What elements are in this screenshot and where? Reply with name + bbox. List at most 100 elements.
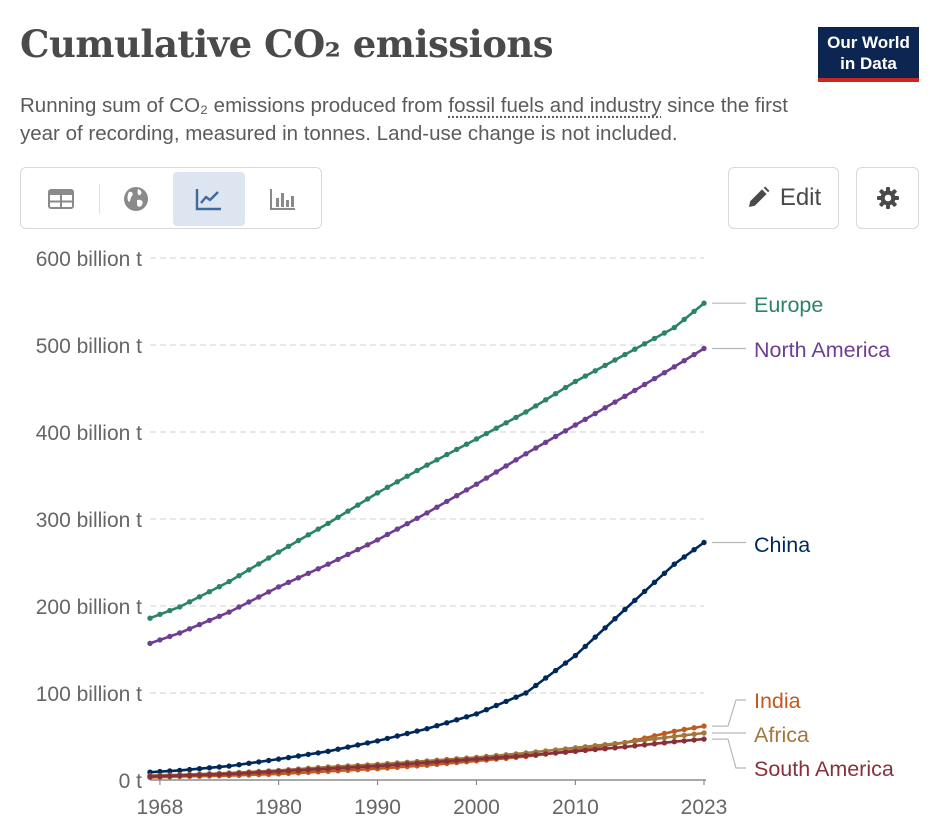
data-point [681,738,687,744]
data-point [355,502,361,508]
data-point [266,589,272,595]
data-point [315,766,321,772]
y-tick-label: 100 billion t [36,683,142,706]
data-point [572,748,579,754]
data-point [394,526,400,532]
data-point [404,761,410,767]
data-point [622,606,628,613]
series-label[interactable]: Africa [754,723,809,747]
data-point [177,630,183,636]
data-point [701,345,707,352]
data-point [533,682,539,689]
data-point [147,615,153,621]
data-point [661,570,668,576]
data-point [572,378,579,385]
tab-bar[interactable] [247,172,319,226]
tab-table[interactable] [25,172,97,226]
data-point [493,755,499,761]
logo-line-2: in Data [840,54,897,73]
edit-button[interactable]: Edit [728,167,839,229]
data-point [463,441,470,447]
data-point [167,607,173,614]
data-point [552,433,559,440]
data-point [335,765,341,771]
data-point [325,766,331,772]
data-point [493,469,499,475]
data-point [355,764,361,770]
series-china[interactable] [147,539,707,775]
data-point [661,735,668,741]
data-point [345,744,351,750]
data-point [335,514,341,520]
data-point [404,473,410,479]
owid-logo[interactable]: Our World in Data [818,27,919,82]
data-point [671,364,677,370]
series-europe[interactable] [147,300,707,621]
data-point [701,300,707,306]
data-point [483,707,490,713]
data-point [374,537,381,543]
fossil-fuels-link[interactable]: fossil fuels and industry [448,94,662,117]
data-point [206,589,213,595]
series-label[interactable]: China [754,533,810,557]
line-chart-icon [195,189,221,211]
data-point [414,728,420,734]
data-point [513,457,519,463]
series-label[interactable]: India [754,689,801,713]
bar-chart-icon [270,189,295,210]
data-point [602,746,608,752]
series-label[interactable]: North America [754,338,890,362]
data-point [513,414,519,421]
data-point [335,746,341,752]
series-label[interactable]: Europe [754,293,823,317]
data-point [454,757,460,764]
data-point [622,739,628,746]
settings-button[interactable] [856,167,919,229]
data-point [305,570,311,576]
data-point [543,675,549,681]
data-point [454,446,460,453]
data-point [434,759,440,765]
data-point [404,730,410,737]
data-point [681,358,687,364]
data-point [256,561,262,567]
series-line [149,302,705,620]
data-point [671,561,677,567]
data-point [691,725,697,731]
data-point [315,526,321,532]
data-point [295,753,302,759]
data-point [661,730,668,737]
x-tick-label: 2010 [552,796,599,819]
data-point [424,726,430,732]
data-point [661,330,668,336]
series-north-america[interactable] [147,345,707,647]
data-point [394,733,400,739]
data-point [473,711,480,717]
tab-chart[interactable] [173,172,245,226]
data-point [602,742,608,748]
tab-map[interactable] [100,172,172,226]
data-point [246,599,252,605]
data-point [374,738,381,744]
data-point [641,737,648,743]
series-africa[interactable] [147,730,707,779]
series-label[interactable]: South America [754,757,894,781]
data-point [246,567,252,573]
data-point [641,341,648,347]
data-point [513,753,519,759]
x-tick-label: 2000 [453,796,500,819]
data-point [493,425,499,431]
data-point [572,422,579,428]
data-point [364,763,371,770]
data-point [523,752,529,759]
data-point [157,637,163,643]
series-south-america[interactable] [147,736,707,780]
data-point [612,357,618,363]
data-point [157,773,163,779]
data-point [157,611,163,618]
data-point [236,762,242,768]
data-point [641,381,648,388]
data-point [236,770,242,777]
pencil-icon [748,186,770,207]
data-point [226,763,232,769]
